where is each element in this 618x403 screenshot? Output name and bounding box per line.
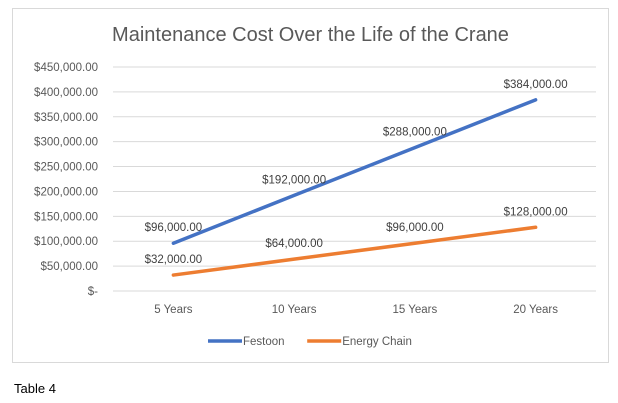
y-tick-label: $300,000.00 [34, 137, 98, 149]
x-tick-label: 20 Years [513, 304, 558, 316]
table-caption: Table 4 [14, 381, 56, 396]
legend-label: Energy Chain [342, 336, 412, 348]
data-label: $384,000.00 [504, 79, 568, 91]
x-tick-label: 5 Years [154, 304, 193, 316]
data-label: $96,000.00 [386, 222, 444, 234]
data-label: $128,000.00 [504, 206, 568, 218]
data-label: $64,000.00 [265, 238, 323, 250]
y-tick-label: $250,000.00 [34, 162, 98, 174]
data-label: $96,000.00 [145, 222, 203, 234]
y-tick-label: $350,000.00 [34, 112, 98, 124]
chart-title: Maintenance Cost Over the Life of the Cr… [112, 24, 509, 46]
legend-label: Festoon [243, 336, 285, 348]
series-line-energy-chain [171, 225, 538, 277]
chart-frame [12, 8, 609, 363]
y-tick-label: $150,000.00 [34, 211, 98, 223]
data-label: $288,000.00 [383, 127, 447, 139]
x-tick-label: 15 Years [392, 304, 437, 316]
data-label: $32,000.00 [145, 254, 203, 266]
data-label: $192,000.00 [262, 174, 326, 186]
y-tick-label: $50,000.00 [40, 261, 98, 273]
y-tick-label: $100,000.00 [34, 236, 98, 248]
x-tick-label: 10 Years [272, 304, 317, 316]
series-line-festoon [171, 98, 538, 245]
y-tick-label: $400,000.00 [34, 87, 98, 99]
y-tick-label: $200,000.00 [34, 186, 98, 198]
y-tick-label: $- [88, 286, 98, 298]
y-tick-label: $450,000.00 [34, 62, 98, 74]
